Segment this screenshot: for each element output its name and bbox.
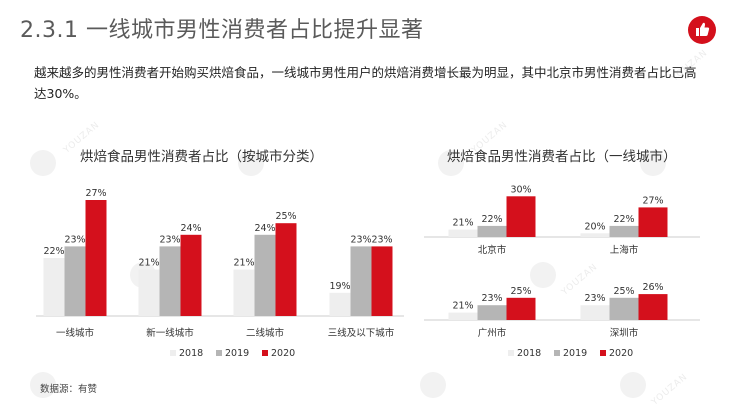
data-label-2019: 24%	[254, 223, 275, 234]
bar-2019	[609, 297, 639, 320]
legend-swatch-2020	[262, 350, 268, 356]
bar-2018	[448, 229, 478, 237]
bar-2018	[138, 269, 160, 316]
data-label-2020: 30%	[510, 184, 531, 195]
data-label-2020: 26%	[642, 282, 663, 293]
legend-label-2018: 2018	[517, 348, 541, 359]
data-label-2018: 21%	[233, 258, 254, 269]
data-label-2020: 24%	[180, 223, 201, 234]
data-label-2019: 22%	[481, 214, 502, 225]
data-label-2020: 27%	[85, 188, 106, 199]
bar-2020	[506, 196, 536, 237]
legend-label-2018: 2018	[179, 348, 203, 359]
bar-2019	[64, 246, 86, 316]
bar-2020	[638, 207, 668, 237]
bar-2018	[329, 292, 351, 316]
intro-text: 越来越多的男性消费者开始购买烘焙食品，一线城市男性用户的烘焙消费增长最为明显，其…	[34, 65, 697, 101]
category-label: 一线城市	[56, 327, 95, 339]
bar-2020	[371, 246, 393, 316]
left-chart-title: 烘焙食品男性消费者占比（按城市分类）	[80, 149, 323, 165]
bar-2018	[233, 269, 255, 316]
bar-2020	[85, 200, 107, 316]
page-title: 2.3.1 一线城市男性消费者占比提升显著	[20, 18, 424, 43]
bar-2018	[43, 258, 65, 316]
legend-swatch-2018	[508, 350, 514, 356]
watermark-logo	[620, 372, 646, 398]
data-label-2020: 25%	[510, 286, 531, 297]
data-label-2020: 25%	[275, 211, 296, 222]
watermark-logo	[640, 150, 666, 176]
watermark-logo	[438, 150, 464, 176]
data-label-2018: 23%	[584, 293, 605, 304]
bar-2019	[477, 305, 507, 320]
bar-2019	[350, 246, 372, 316]
watermark-logo	[238, 150, 264, 176]
category-label: 上海市	[610, 244, 639, 256]
legend-label-2020: 2020	[609, 348, 633, 359]
data-label-2019: 23%	[481, 293, 502, 304]
legend-label-2019: 2019	[225, 348, 249, 359]
data-label-2020: 27%	[642, 195, 663, 206]
bar-2020	[275, 223, 297, 316]
thumbs-up-logo-icon	[688, 16, 716, 44]
thumbs-up-icon	[696, 22, 710, 36]
legend-label-2019: 2019	[563, 348, 587, 359]
legend-swatch-2019	[216, 350, 222, 356]
legend-swatch-2020	[600, 350, 606, 356]
category-label: 新一线城市	[146, 327, 194, 339]
right-chart-title: 烘焙食品男性消费者占比（一线城市）	[447, 149, 677, 165]
bar-2018	[580, 305, 610, 320]
data-label-2019: 23%	[159, 234, 180, 245]
bar-2018	[580, 233, 610, 237]
bar-2020	[638, 294, 668, 320]
data-label-2019: 23%	[350, 234, 371, 245]
category-label: 广州市	[478, 327, 507, 339]
data-label-2019: 23%	[64, 234, 85, 245]
data-label-2019: 22%	[613, 214, 634, 225]
watermark-logo	[30, 372, 56, 398]
bar-2019	[609, 225, 639, 237]
category-label: 北京市	[478, 244, 507, 256]
data-label-2018: 19%	[329, 281, 350, 292]
legend-label-2020: 2020	[271, 348, 295, 359]
bar-2020	[506, 297, 536, 320]
bar-2018	[448, 312, 478, 320]
legend-swatch-2019	[554, 350, 560, 356]
bar-2019	[254, 234, 276, 316]
bar-2019	[159, 246, 181, 316]
category-label: 二线城市	[246, 327, 285, 339]
source-note: 数据源：有赞	[40, 384, 98, 395]
data-label-2018: 20%	[584, 221, 605, 232]
category-label: 深圳市	[610, 327, 639, 339]
data-label-2018: 21%	[452, 218, 473, 229]
watermark-logo	[530, 262, 556, 288]
data-label-2020: 23%	[371, 234, 392, 245]
data-label-2019: 25%	[613, 286, 634, 297]
data-label-2018: 22%	[43, 246, 64, 257]
data-label-2018: 21%	[452, 301, 473, 312]
bar-2020	[180, 234, 202, 316]
bar-2019	[477, 225, 507, 237]
data-label-2018: 21%	[138, 258, 159, 269]
watermark-logo	[420, 372, 446, 398]
legend-swatch-2018	[170, 350, 176, 356]
category-label: 三线及以下城市	[328, 327, 395, 339]
watermark-logo	[30, 150, 56, 176]
